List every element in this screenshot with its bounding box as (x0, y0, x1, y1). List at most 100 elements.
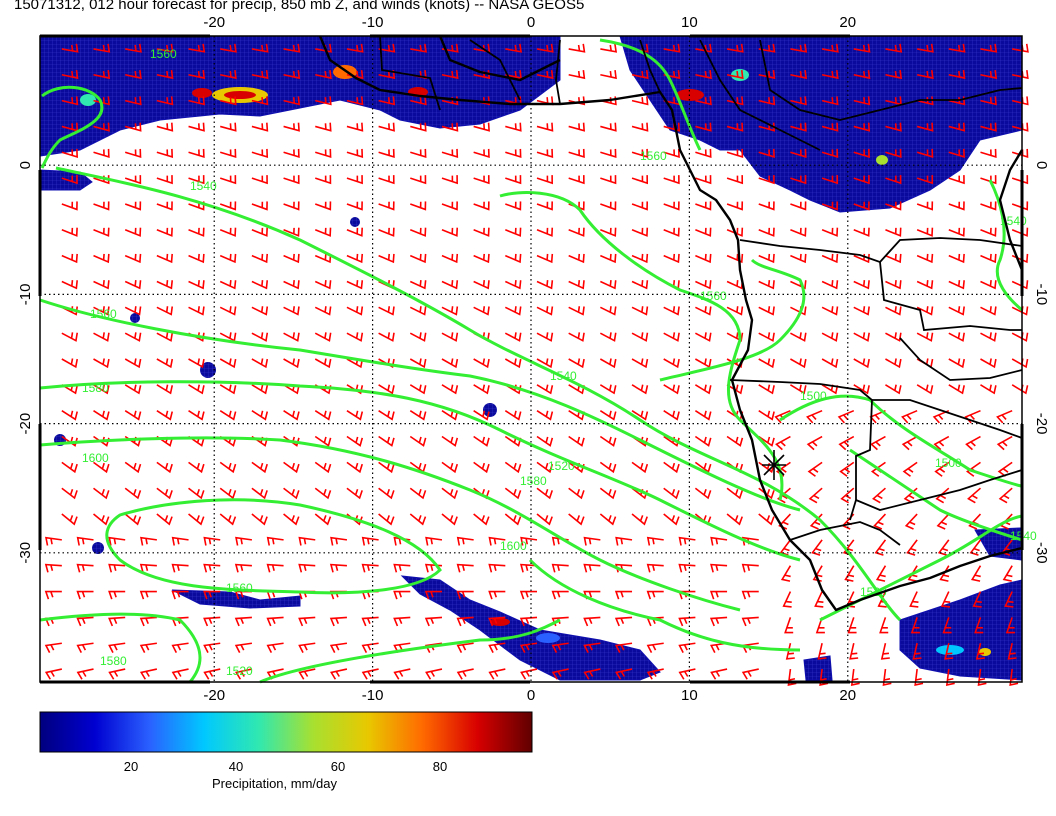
wind-barb (378, 96, 396, 106)
wind-barb (980, 148, 997, 158)
wind-barb (1011, 175, 1029, 185)
lat-tick-label: -10 (17, 284, 34, 306)
wind-barb (663, 148, 680, 158)
wind-barb (93, 148, 110, 158)
wind-barb (599, 487, 617, 500)
longitude-labels-bottom: -20 -10 0 10 20 (203, 687, 856, 704)
wind-barb (790, 253, 807, 264)
wind-barb (234, 616, 252, 627)
wind-barb (283, 122, 300, 132)
wind-barb (298, 563, 316, 573)
wind-barb (124, 332, 142, 342)
wind-barb (790, 201, 807, 211)
wind-barb (880, 643, 890, 660)
wind-barb (139, 642, 157, 653)
wind-barb (251, 306, 269, 316)
wind-barb (551, 563, 569, 573)
contour-label: 1600 (82, 451, 109, 465)
wind-barb (678, 536, 696, 546)
wind-barb (790, 70, 807, 80)
wind-barb (409, 280, 427, 290)
wind-barb (758, 384, 775, 395)
wind-barb (283, 227, 300, 237)
colorbar-tick: 80 (432, 759, 448, 774)
wind-barb (346, 148, 364, 158)
wind-barb (188, 253, 205, 264)
contour-label: 1520 (548, 459, 575, 473)
wind-barb (44, 668, 63, 680)
wind-barb (76, 590, 94, 600)
wind-barb (710, 563, 728, 573)
wind-barb (980, 175, 997, 185)
wind-barb (695, 253, 712, 264)
wind-barb (782, 591, 792, 608)
wind-barb (948, 122, 966, 132)
wind-barb (536, 253, 554, 264)
wind-barb (980, 280, 997, 290)
wind-barb (424, 616, 443, 627)
wind-barb (298, 616, 316, 627)
wind-barb (156, 70, 174, 80)
wind-barb (61, 332, 79, 342)
wind-barb (977, 668, 987, 686)
wind-barb (504, 513, 522, 526)
lon-tick-label: 0 (527, 687, 535, 704)
wind-barb (441, 227, 459, 237)
wind-barb (790, 96, 807, 106)
wind-barb (346, 201, 363, 211)
wind-barb (790, 358, 807, 369)
precip-area (619, 35, 1023, 213)
precip-core (490, 618, 510, 626)
wind-barb (156, 122, 174, 132)
wind-barb (599, 384, 617, 395)
wind-barb (425, 668, 443, 680)
wind-barb (853, 122, 871, 132)
wind-barb (44, 590, 62, 600)
wind-barb (283, 70, 301, 80)
wind-barb (948, 175, 965, 185)
wind-barb (488, 590, 506, 600)
wind-barb (409, 410, 427, 421)
wind-barb (726, 122, 744, 132)
wind-barb (314, 513, 332, 526)
wind-barb (942, 617, 952, 634)
precip-area (400, 575, 661, 681)
wind-barb (61, 70, 79, 80)
wind-barb (741, 590, 759, 600)
contour-line (499, 191, 784, 501)
wind-barb (536, 435, 554, 447)
wind-barb (779, 539, 792, 556)
border (759, 39, 1023, 121)
contour-label: 1560 (700, 289, 727, 303)
wind-barb (519, 563, 538, 573)
wind-barb (203, 536, 221, 546)
wind-barb (551, 590, 569, 600)
wind-barb (251, 513, 268, 526)
wind-barb (853, 43, 871, 53)
wind-barb (631, 461, 649, 474)
wind-barb (758, 70, 776, 80)
wind-barb (758, 487, 775, 500)
wind-barb (695, 96, 712, 106)
wind-barb (378, 175, 395, 185)
wind-barb (504, 306, 522, 316)
precip-area (39, 35, 561, 157)
border (872, 399, 1023, 439)
wind-barb (409, 253, 427, 264)
wind-barb (251, 175, 268, 185)
wind-barb (393, 668, 411, 680)
wind-barb (790, 43, 808, 53)
wind-barb (314, 332, 332, 342)
wind-barb (914, 668, 924, 686)
wind-barb (346, 332, 364, 342)
wind-barb (61, 253, 78, 264)
wind-barb (695, 148, 712, 158)
wind-barb (473, 175, 490, 185)
wind-barb (203, 668, 221, 680)
wind-barb (171, 668, 189, 680)
wind-barb (873, 513, 887, 530)
wind-barb (378, 201, 395, 211)
precip-area (200, 362, 216, 378)
wind-barb (76, 536, 94, 546)
wind-barb (631, 513, 648, 526)
